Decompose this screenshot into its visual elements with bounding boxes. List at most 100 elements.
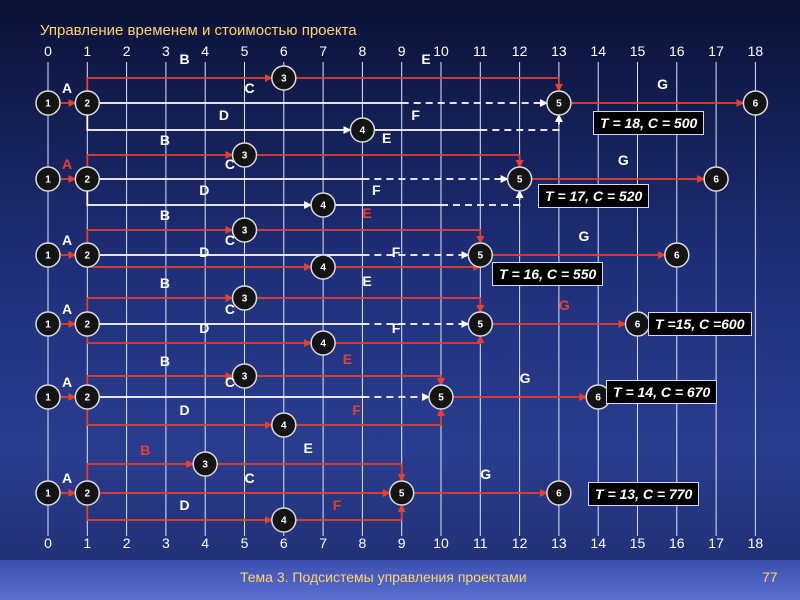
event-node-6 [664, 242, 690, 268]
activity-label-B: B [160, 207, 170, 223]
event-node-4 [310, 330, 336, 356]
event-node-label: 5 [556, 99, 562, 110]
activity-label-E: E [382, 130, 391, 146]
event-node-5 [467, 242, 494, 268]
event-node-3 [231, 142, 258, 168]
activity-label-B: B [140, 442, 150, 458]
activity-arrow [86, 74, 273, 91]
event-node-label: 4 [360, 126, 366, 137]
activity-label-D: D [199, 182, 209, 198]
tick-label-bottom: 5 [241, 535, 249, 551]
event-node-label: 1 [45, 489, 51, 500]
event-node-1 [35, 384, 61, 410]
result-box: T = 14, C = 670 [606, 380, 718, 404]
result-box: T = 13, C = 770 [588, 482, 700, 506]
event-node-label: 1 [45, 393, 51, 404]
event-node-label: 2 [85, 175, 91, 186]
tick-label-bottom: 12 [512, 535, 528, 551]
activity-label-G: G [520, 370, 531, 386]
activity-label-C: C [245, 80, 255, 96]
activity-label-A: A [62, 374, 72, 390]
event-node-1 [35, 480, 61, 506]
activity-label-F: F [333, 497, 342, 513]
event-node-1 [35, 166, 61, 192]
event-node-6 [703, 166, 729, 192]
tick-label-top: 10 [433, 43, 449, 59]
tick-label-top: 3 [162, 43, 170, 59]
activity-label-D: D [180, 402, 190, 418]
tick-label-top: 18 [748, 43, 764, 59]
activity-label-G: G [480, 466, 491, 482]
activity-arrow [86, 226, 234, 243]
event-node-3 [271, 65, 297, 91]
event-node-5 [467, 311, 494, 337]
activity-label-E: E [362, 273, 371, 289]
activity-label-D: D [219, 107, 229, 123]
activity-arrow [86, 191, 313, 209]
tick-label-bottom: 1 [83, 535, 91, 551]
tick-label-bottom: 6 [280, 535, 288, 551]
activity-label-D: D [199, 244, 209, 260]
activity-arrow [86, 460, 195, 481]
activity-arrow [86, 115, 352, 134]
event-node-label: 6 [556, 489, 562, 500]
activity-labels: ABCDEFGABCDEFGABCDEFGABCDEFGABCDEFGABCDE… [62, 51, 668, 513]
activity-label-C: C [225, 232, 235, 248]
event-node-label: 3 [242, 151, 248, 162]
tick-label-bottom: 15 [630, 535, 646, 551]
event-node-label: 2 [85, 251, 91, 262]
activity-arrow [295, 504, 406, 521]
event-node-3 [231, 285, 258, 311]
event-node-label: 6 [595, 393, 601, 404]
activity-arrow [256, 229, 485, 244]
activity-label-D: D [180, 497, 190, 513]
tick-label-bottom: 8 [359, 535, 367, 551]
event-node-2 [74, 311, 101, 337]
tick-label-top: 8 [359, 43, 367, 59]
activity-arrow [86, 294, 234, 312]
activity-label-E: E [421, 51, 430, 67]
tick-label-top: 6 [280, 43, 288, 59]
event-node-label: 1 [45, 320, 51, 331]
tick-label-bottom: 3 [162, 535, 170, 551]
activity-arrow [86, 409, 273, 429]
result-box: T = 17, C = 520 [538, 184, 650, 208]
activity-arrow [86, 151, 234, 167]
event-node-label: 2 [85, 99, 91, 110]
activity-label-A: A [62, 156, 72, 172]
activity-label-B: B [180, 51, 190, 67]
event-node-label: 1 [45, 99, 51, 110]
event-node-label: 4 [320, 263, 326, 274]
tick-label-bottom: 14 [590, 535, 606, 551]
event-node-label: 2 [85, 489, 91, 500]
event-node-4 [310, 254, 336, 280]
slide-title: Управление временем и стоимостью проекта [40, 22, 357, 39]
tick-label-top: 4 [201, 43, 209, 59]
activity-arrow [86, 372, 234, 385]
event-node-label: 5 [478, 320, 484, 331]
tick-label-top: 7 [319, 43, 327, 59]
tick-label-top: 14 [590, 43, 606, 59]
event-node-label: 1 [45, 251, 51, 262]
tick-label-bottom: 18 [748, 535, 764, 551]
tick-label-bottom: 10 [433, 535, 449, 551]
event-node-2 [74, 242, 101, 268]
event-node-label: 5 [517, 175, 523, 186]
event-node-5 [388, 480, 415, 506]
event-node-label: 5 [438, 393, 444, 404]
tick-label-bottom: 9 [398, 535, 406, 551]
event-node-label: 6 [674, 251, 680, 262]
tick-label-top: 13 [551, 43, 567, 59]
event-node-1 [35, 90, 61, 116]
event-node-label: 4 [320, 201, 326, 212]
event-node-2 [74, 166, 101, 192]
event-node-2 [74, 480, 101, 506]
event-node-label: 3 [281, 74, 287, 85]
activity-arrow [256, 297, 485, 313]
event-node-1 [35, 242, 61, 268]
footer-bar [0, 560, 800, 600]
activity-label-A: A [62, 470, 72, 486]
event-node-6 [742, 90, 769, 116]
tick-label-top: 1 [83, 43, 91, 59]
event-node-5 [428, 384, 454, 410]
